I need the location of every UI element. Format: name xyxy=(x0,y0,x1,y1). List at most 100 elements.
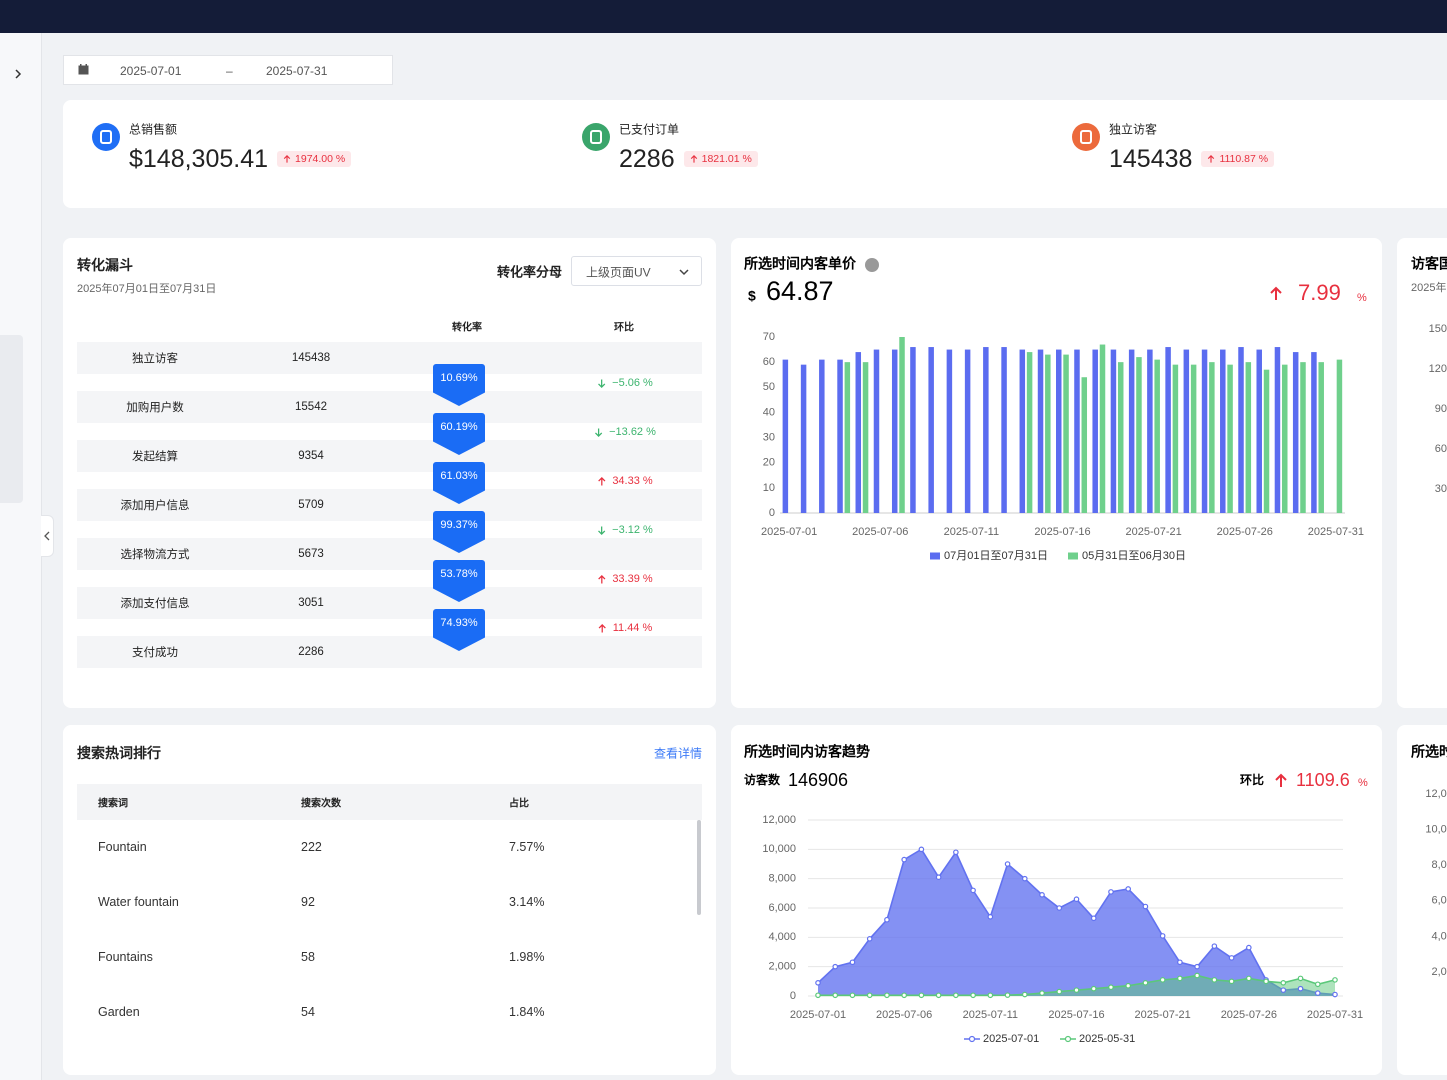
change-value: −3.12 % xyxy=(612,524,653,536)
bar xyxy=(1227,364,1233,513)
select-value: 上级页面UV xyxy=(586,265,651,280)
scrollbar[interactable] xyxy=(697,820,701,915)
step-count: 15542 xyxy=(295,401,327,413)
kpi-change: 1821.01 % xyxy=(701,153,752,165)
bar xyxy=(1117,362,1124,513)
change-unit: % xyxy=(1357,292,1367,304)
bar xyxy=(1183,349,1190,513)
point xyxy=(1056,988,1063,995)
bar xyxy=(1245,362,1252,513)
point xyxy=(1228,955,1235,961)
bar xyxy=(1074,349,1080,513)
x-tick-label: 2025-07-06 xyxy=(852,526,908,538)
area-fill xyxy=(818,975,1335,996)
point xyxy=(1108,984,1114,991)
point xyxy=(884,916,890,923)
point xyxy=(1090,915,1097,922)
y-tick-label: 150 xyxy=(1429,323,1447,335)
table-cell: Fountain xyxy=(98,840,147,854)
chart-card: 所选时间内访客趋势 访客数 146906 环比 1109.6 % 0 2,000 4… xyxy=(731,725,1382,1075)
bar xyxy=(1263,369,1270,513)
bar xyxy=(910,347,916,513)
kpi-row: 145438 1110.87 % xyxy=(1109,144,1275,174)
funnel-row xyxy=(77,391,702,423)
table-cell: 1.98% xyxy=(509,950,545,964)
conversion-rate: 74.93% xyxy=(440,617,478,629)
bar xyxy=(1282,364,1288,513)
x-tick-label: 2025-07-21 xyxy=(1135,1009,1191,1021)
bar xyxy=(1220,349,1226,513)
table-cell: 54 xyxy=(301,1005,315,1019)
collapse-toggle[interactable] xyxy=(41,515,54,557)
bar xyxy=(1001,347,1007,513)
x-tick-label: 2025-07-01 xyxy=(790,1009,846,1021)
kpi-icon xyxy=(582,123,610,151)
bar xyxy=(1147,349,1153,513)
bar xyxy=(1165,347,1171,513)
step-count: 2286 xyxy=(298,646,324,658)
bar xyxy=(1136,357,1142,513)
kpi-value: 2286 xyxy=(619,144,675,173)
arrow-shape xyxy=(283,155,291,163)
point xyxy=(1159,933,1166,939)
legend-marker xyxy=(1064,1035,1072,1043)
point xyxy=(1297,985,1304,992)
bar xyxy=(964,349,971,513)
y-tick-label: 70 xyxy=(763,331,775,343)
top-bar xyxy=(0,0,1447,33)
point xyxy=(1194,972,1200,979)
kpi-row: 2286 1821.01 % xyxy=(619,144,758,174)
point xyxy=(918,992,925,999)
bar xyxy=(1300,362,1306,513)
point xyxy=(1073,896,1080,903)
conversion-change: −3.12 % xyxy=(597,524,653,536)
x-tick-label: 2025-07-16 xyxy=(1034,526,1090,538)
x-tick-label: 2025-07-31 xyxy=(1307,1009,1363,1021)
trend-arrow xyxy=(598,378,606,388)
legend-label: 05月31日至06月30日 xyxy=(1082,550,1186,562)
point xyxy=(1004,992,1011,998)
conversion-change: 34.33 % xyxy=(597,475,653,487)
kpi-row: $148,305.41 1974.00 % xyxy=(129,144,352,174)
kpi-change: 1110.87 % xyxy=(1219,153,1269,165)
step-name: 发起结算 xyxy=(132,451,178,463)
x-tick-label: 2025-07-11 xyxy=(944,526,999,538)
step-count: 145438 xyxy=(291,352,331,364)
trend-arrow xyxy=(283,155,291,163)
trend-arrow xyxy=(1275,773,1287,787)
kpi-value: 145438 xyxy=(1109,144,1193,173)
bar xyxy=(819,359,825,513)
point xyxy=(1125,982,1132,989)
denominator-label: 转化率分母 xyxy=(497,264,563,280)
table-cell: Fountains xyxy=(98,950,153,964)
step-name: 独立访客 xyxy=(132,353,178,365)
point xyxy=(1246,975,1252,982)
point xyxy=(832,992,839,999)
card-subtitle: 2025年07月01日至07月31日 xyxy=(77,283,217,295)
y-tick-label: 10,000 xyxy=(762,843,796,855)
bar xyxy=(1172,364,1179,513)
denominator-select[interactable]: 上级页面UV xyxy=(571,256,702,286)
bar xyxy=(1274,347,1281,513)
info-icon[interactable] xyxy=(865,258,879,272)
y-tick-label: 0 xyxy=(769,507,775,519)
y-tick-label: 4,000 xyxy=(1431,930,1447,942)
kpi-icon-glyph xyxy=(100,130,112,144)
point xyxy=(1314,990,1321,996)
expand-icon[interactable] xyxy=(13,68,23,80)
point xyxy=(1194,963,1200,970)
date-range-picker[interactable]: 2025-07-01 – 2025-07-31 xyxy=(63,55,393,85)
detail-link[interactable]: 查看详情 xyxy=(653,746,702,761)
y-tick-label: 60 xyxy=(763,356,775,368)
conversion-rate: 10.69% xyxy=(440,372,478,384)
y-tick-label: 8,000 xyxy=(768,873,796,885)
table-cell: 222 xyxy=(301,840,322,854)
trend-arrow xyxy=(1270,286,1282,300)
trend-arrow xyxy=(598,574,606,584)
step-count: 3051 xyxy=(298,597,324,609)
funnel-row xyxy=(77,342,702,374)
column-header: 搜索次数 xyxy=(301,798,341,810)
point xyxy=(1021,875,1028,882)
change-value: 11.44 % xyxy=(612,622,653,634)
